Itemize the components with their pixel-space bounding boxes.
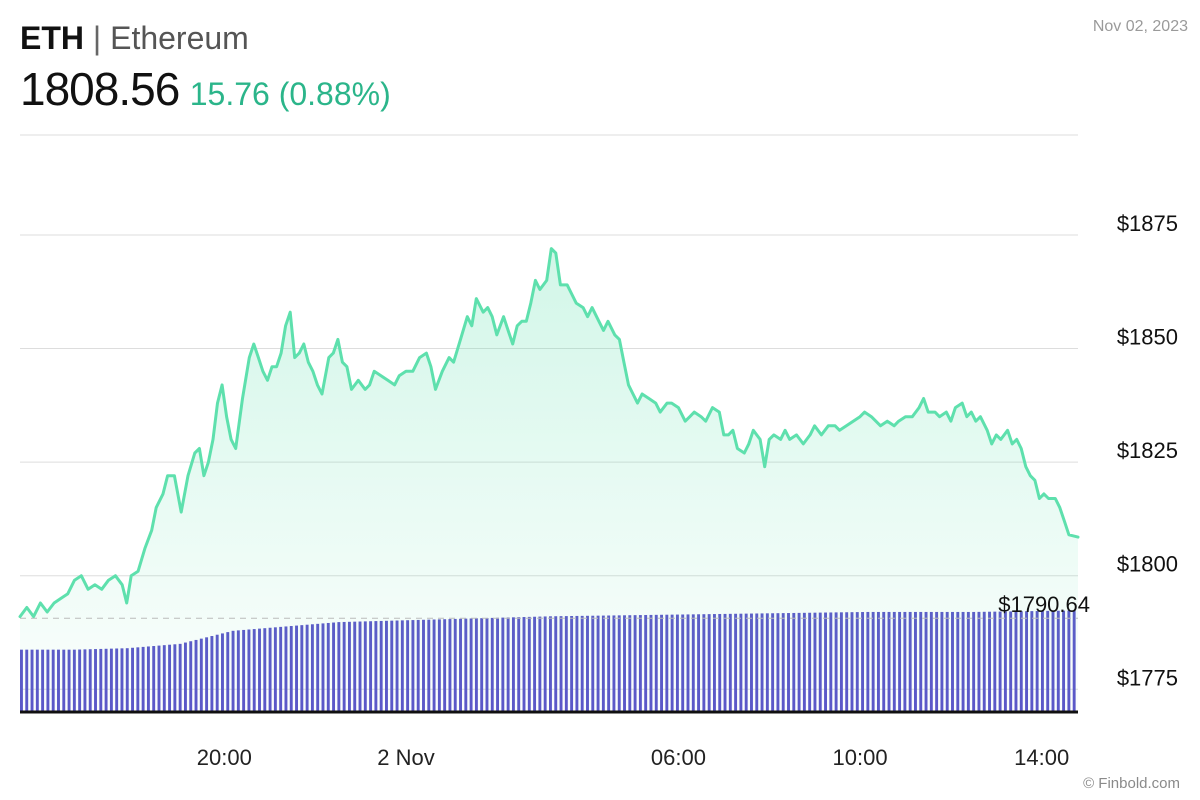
x-tick-label: 10:00 (833, 745, 888, 770)
price-change: 15.76 (0.88%) (189, 76, 391, 112)
asset-name: Ethereum (110, 20, 249, 56)
x-tick-label: 2 Nov (377, 745, 434, 770)
y-tick-label: $1875 (1117, 211, 1178, 236)
x-tick-label: 14:00 (1014, 745, 1069, 770)
header: ETH | Ethereum 1808.56 15.76 (0.88%) (20, 18, 391, 116)
price-area (20, 248, 1078, 712)
chart-date: Nov 02, 2023 (1092, 18, 1188, 35)
y-tick-label: $1850 (1117, 325, 1178, 350)
price-line: 1808.56 15.76 (0.88%) (20, 62, 391, 116)
x-tick-label: 20:00 (197, 745, 252, 770)
x-axis: 20:00 2 Nov 06:00 10:00 14:00 (197, 745, 1069, 770)
current-price: 1808.56 (20, 63, 180, 115)
source-credit: © Finbold.com (1083, 775, 1180, 792)
y-tick-label: $1825 (1117, 438, 1178, 463)
title-separator: | (92, 20, 102, 56)
y-tick-label: $1800 (1117, 552, 1178, 577)
y-tick-label: $1775 (1117, 665, 1178, 690)
y-axis: $1875 $1850 $1825 $1800 $1775 (1117, 211, 1178, 690)
reference-label: $1790.64 (998, 592, 1090, 617)
title-line: ETH | Ethereum (20, 18, 391, 58)
x-tick-label: 06:00 (651, 745, 706, 770)
asset-symbol: ETH (20, 20, 84, 56)
price-line (18, 247, 1080, 619)
